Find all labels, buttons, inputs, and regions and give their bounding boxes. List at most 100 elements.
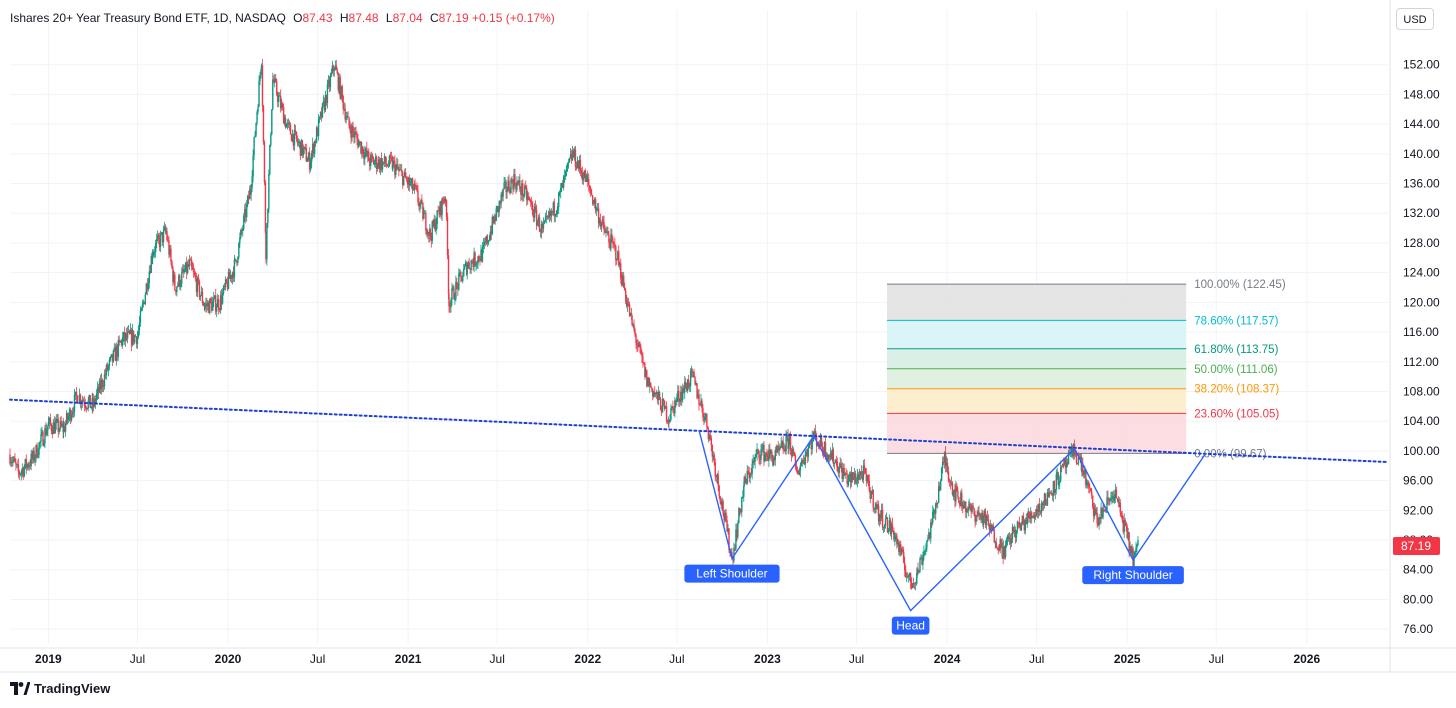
candle-body xyxy=(1084,469,1086,474)
candle-body xyxy=(226,282,229,289)
candle-body xyxy=(76,395,79,404)
candle-body xyxy=(11,461,13,463)
candle-body xyxy=(52,422,55,434)
candle-body xyxy=(769,449,771,454)
candle-body xyxy=(494,216,496,221)
candle-body xyxy=(967,506,970,511)
candle-body xyxy=(969,503,971,509)
head-and-shoulders-pattern[interactable] xyxy=(698,429,1207,612)
candle-body xyxy=(78,394,81,403)
candle-body xyxy=(627,303,630,305)
candle-body xyxy=(880,509,883,518)
candle-body xyxy=(413,183,416,189)
candle-body xyxy=(642,356,644,363)
candle-body xyxy=(205,303,207,307)
candle-body xyxy=(565,166,568,171)
candle-body xyxy=(932,511,934,523)
candle-body xyxy=(1055,474,1057,490)
candle-body xyxy=(493,216,495,223)
candle-body xyxy=(426,230,428,235)
pattern-label[interactable]: Head xyxy=(891,616,930,635)
candle-body xyxy=(1107,497,1109,499)
pattern-label[interactable]: Left Shoulder xyxy=(684,564,780,583)
candle-body xyxy=(138,322,141,331)
currency-button[interactable]: USD xyxy=(1396,8,1434,30)
pattern-label[interactable]: Right Shoulder xyxy=(1082,566,1184,585)
candle-body xyxy=(759,457,761,460)
candle-body xyxy=(563,175,566,177)
candle-body xyxy=(1074,453,1077,455)
candle-body xyxy=(46,430,48,435)
pattern-label-text: Head xyxy=(896,619,925,633)
candle-body xyxy=(487,240,490,244)
candle-body xyxy=(36,445,38,458)
candle-body xyxy=(580,170,583,173)
x-tick-label: Jul xyxy=(1029,652,1044,666)
tradingview-logo[interactable]: TradingView xyxy=(10,681,110,696)
candle-body xyxy=(673,406,675,414)
candle-body xyxy=(153,252,155,255)
candle-body xyxy=(434,219,436,231)
pattern-polyline[interactable] xyxy=(698,429,1207,612)
candle-body xyxy=(744,476,746,480)
candle-body xyxy=(692,372,694,373)
x-tick-label: Jul xyxy=(849,652,864,666)
candle-body xyxy=(1098,517,1100,526)
candle-body xyxy=(503,182,505,189)
candle-body xyxy=(252,155,254,177)
candle-body xyxy=(1036,509,1039,512)
candle-body xyxy=(81,400,84,403)
candle-body xyxy=(88,395,90,401)
candle-body xyxy=(997,548,999,550)
candle-body xyxy=(124,333,127,341)
candle-body xyxy=(1032,515,1035,519)
candle-body xyxy=(197,277,200,282)
candle-body xyxy=(774,450,776,461)
fib-zone xyxy=(886,368,1187,389)
candle-body xyxy=(128,330,131,334)
candle-body xyxy=(491,216,493,235)
candle-body xyxy=(315,128,318,143)
candle-body xyxy=(672,406,674,408)
candle-body xyxy=(805,451,807,454)
candle-body xyxy=(501,193,503,197)
candle-body xyxy=(116,346,118,357)
candle-body xyxy=(409,183,412,186)
candle-body xyxy=(946,462,949,472)
pattern-annotations[interactable]: Left Shoulder Head Right Shoulder xyxy=(684,564,1184,635)
candle-body xyxy=(876,504,878,509)
candle-body xyxy=(229,275,232,279)
candle-body xyxy=(755,453,757,457)
candle-body xyxy=(1122,520,1124,532)
candle-body xyxy=(410,178,413,184)
candle-body xyxy=(242,228,244,231)
candle-body xyxy=(984,510,987,525)
candle-body xyxy=(344,108,346,120)
candle-body xyxy=(10,461,12,464)
candle-body xyxy=(1115,489,1118,499)
candle-body xyxy=(548,211,551,218)
candle-body xyxy=(695,383,697,385)
candle-body xyxy=(668,420,670,423)
candle-body xyxy=(1112,496,1114,498)
candle-body xyxy=(770,451,772,454)
candle-body xyxy=(701,400,703,409)
candle-body xyxy=(204,306,206,308)
candle-body xyxy=(483,242,486,245)
candle-body xyxy=(244,208,246,216)
x-tick-label: 2025 xyxy=(1114,652,1141,666)
fibonacci-retracement[interactable]: 100.00% (122.45) 78.60% (117.57) 61.80% (1… xyxy=(886,279,1286,460)
candle-body xyxy=(591,193,593,196)
candle-body xyxy=(628,304,631,316)
candle-body xyxy=(1048,493,1051,497)
candle-body xyxy=(477,256,479,264)
candle-body xyxy=(178,275,180,285)
candle-body xyxy=(1013,529,1016,532)
candle-body xyxy=(942,461,945,463)
candle-body xyxy=(905,576,908,578)
candle-body xyxy=(536,221,539,226)
y-tick-label: 76.00 xyxy=(1403,622,1433,636)
candle-body xyxy=(179,275,181,287)
